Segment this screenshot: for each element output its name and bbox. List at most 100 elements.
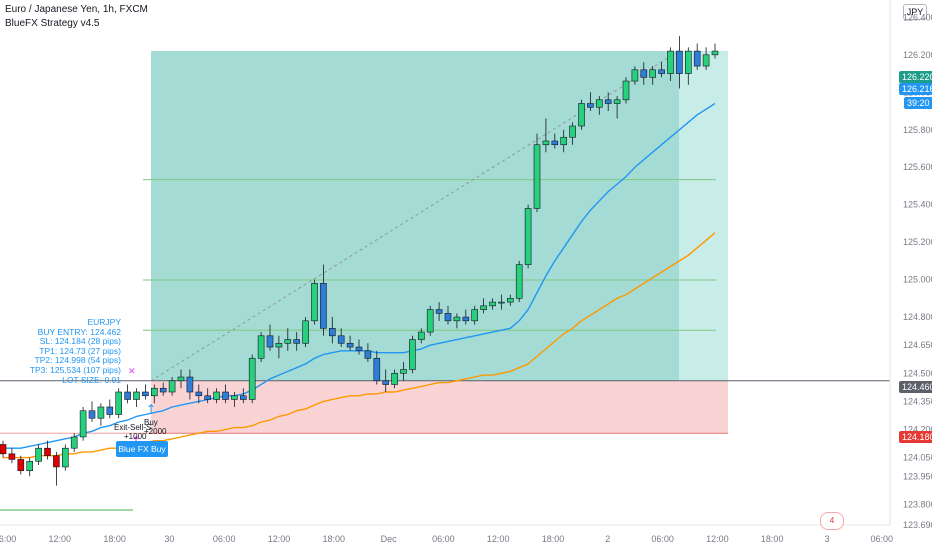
candle bbox=[133, 388, 140, 407]
candle bbox=[26, 457, 34, 477]
candle-body bbox=[240, 395, 247, 400]
time-axis-label: Dec bbox=[381, 534, 398, 544]
trade-info-line: TP2: 124.998 (54 pips) bbox=[34, 355, 121, 366]
candle-body bbox=[302, 320, 309, 344]
candle-body bbox=[0, 444, 7, 455]
candle-body bbox=[382, 380, 390, 385]
time-axis-label: 06:00 bbox=[651, 534, 674, 544]
profit-zone bbox=[151, 51, 728, 381]
candle bbox=[676, 36, 683, 89]
candle-body bbox=[676, 50, 683, 74]
candle-body bbox=[115, 391, 122, 415]
top-sell-marker: ✕ bbox=[128, 367, 136, 377]
candle bbox=[248, 354, 256, 404]
price-axis-label: 124.200 bbox=[903, 424, 932, 434]
candle-body bbox=[231, 395, 238, 400]
candle-body bbox=[248, 357, 256, 400]
trade-info-line: TP3: 125.534 (107 pips) bbox=[29, 364, 121, 375]
price-axis-label: 125.000 bbox=[903, 275, 932, 285]
candle-body bbox=[400, 369, 407, 374]
candle bbox=[489, 298, 496, 310]
candle bbox=[222, 384, 229, 404]
last-price-tag: 126.220 bbox=[899, 71, 932, 83]
stop-price-tag: 124.180 bbox=[899, 431, 932, 443]
candle bbox=[159, 382, 167, 396]
candle-body bbox=[177, 376, 185, 382]
candle-body bbox=[35, 447, 42, 462]
candle-body bbox=[622, 80, 630, 101]
candle bbox=[328, 317, 336, 344]
profit-zone-future bbox=[679, 51, 728, 381]
candle-body bbox=[159, 387, 167, 393]
candle-body bbox=[151, 387, 158, 397]
goto-realtime-badge[interactable]: 4 bbox=[820, 512, 844, 530]
currency-button[interactable]: JPY bbox=[903, 4, 927, 20]
candle-body bbox=[667, 50, 674, 74]
candle-body bbox=[8, 453, 16, 460]
candle-body bbox=[106, 406, 114, 415]
candle-body bbox=[186, 376, 194, 393]
candle bbox=[524, 204, 532, 269]
candle bbox=[382, 369, 390, 393]
time-axis[interactable]: 06:00 12:00 18:00 30 06:00 12:00 18:00 Dec 06:00… bbox=[0, 534, 893, 544]
candle bbox=[578, 99, 585, 130]
time-axis-label: 12:00 bbox=[49, 534, 72, 544]
candle-body bbox=[79, 410, 87, 438]
candle-body bbox=[168, 380, 176, 393]
time-axis-label: 12:00 bbox=[487, 534, 510, 544]
candle bbox=[204, 388, 211, 404]
countdown-tag: 39:20 bbox=[904, 97, 932, 109]
candle-body bbox=[275, 343, 283, 348]
price-axis-label: 125.200 bbox=[903, 237, 932, 247]
time-axis-label: 06:00 bbox=[432, 534, 455, 544]
candle-body bbox=[640, 69, 648, 78]
candle-body bbox=[213, 391, 220, 400]
candle bbox=[79, 406, 87, 441]
candle bbox=[435, 302, 443, 321]
candle bbox=[480, 298, 487, 314]
buy-qty: +2000 bbox=[144, 427, 167, 436]
trade-info-line: LOT SIZE: 0.01 bbox=[62, 374, 121, 385]
candle-body bbox=[222, 391, 229, 400]
time-axis-label: 12:00 bbox=[706, 534, 729, 544]
candle bbox=[649, 66, 657, 85]
candle bbox=[604, 92, 612, 112]
blue-fx-buy-button[interactable]: Blue FX Buy bbox=[116, 441, 168, 457]
candle-body bbox=[409, 339, 416, 370]
candle-body bbox=[462, 316, 470, 322]
candle-body bbox=[88, 410, 96, 419]
price-axis-label: 124.350 bbox=[903, 396, 932, 406]
candle bbox=[106, 399, 114, 419]
candle bbox=[498, 294, 505, 310]
candle-body bbox=[542, 140, 550, 146]
candle-body bbox=[613, 99, 621, 104]
price-axis[interactable]: 126.400126.200126.000125.800125.600125.4… bbox=[903, 12, 932, 530]
candle-body bbox=[97, 406, 105, 419]
trade-info-line: TP1: 124.73 (27 pips) bbox=[39, 345, 121, 356]
candle bbox=[533, 133, 541, 213]
candle-body bbox=[604, 99, 612, 104]
candle bbox=[409, 335, 416, 374]
trade-info-line: EURJPY bbox=[87, 317, 121, 327]
buy-label: Buy bbox=[144, 418, 158, 427]
candle-body bbox=[373, 357, 381, 382]
candles-layer bbox=[0, 36, 719, 486]
trade-info-box: EURJPY BUY ENTRY: 124.462 SL: 124.184 (2… bbox=[20, 317, 121, 385]
candle bbox=[266, 324, 274, 351]
price-axis-label: 126.400 bbox=[903, 12, 932, 22]
entry-price-tag: 124.460 bbox=[899, 381, 932, 393]
candle-body bbox=[124, 391, 131, 400]
price-axis-label: 123.950 bbox=[903, 471, 932, 481]
candle-body bbox=[346, 343, 354, 348]
candle bbox=[667, 47, 674, 82]
candle bbox=[622, 77, 630, 104]
candle-body bbox=[489, 301, 496, 307]
candle-body bbox=[17, 459, 25, 471]
candle bbox=[640, 62, 648, 85]
candle-body bbox=[506, 298, 514, 303]
candle bbox=[542, 118, 550, 153]
candle bbox=[569, 122, 576, 145]
candle-body bbox=[142, 391, 149, 397]
time-axis-label: 12:00 bbox=[268, 534, 291, 544]
